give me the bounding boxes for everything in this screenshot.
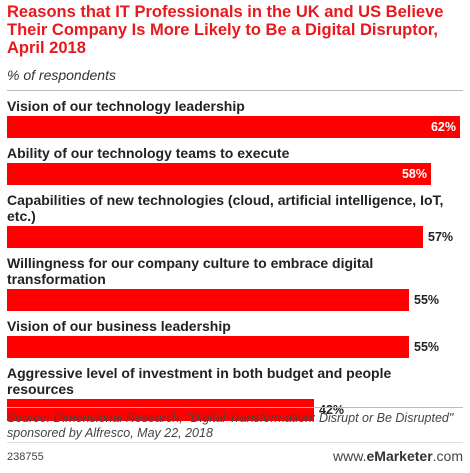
category-label: Capabilities of new technologies (cloud,… (7, 192, 444, 224)
chart-subtitle: % of respondents (7, 67, 116, 83)
bar (7, 336, 409, 358)
value-label: 57% (428, 230, 454, 244)
footer-divider (7, 442, 463, 443)
category-label: Ability of our technology teams to execu… (7, 145, 290, 161)
brand-name: eMarketer (366, 448, 433, 464)
brand-suffix: .com (432, 448, 463, 464)
value-label: 58% (401, 167, 427, 181)
brand-prefix: www. (333, 448, 367, 464)
bar: 58% (7, 163, 431, 185)
bottom-divider (7, 407, 463, 408)
chart-title: Reasons that IT Professionals in the UK … (7, 3, 444, 57)
category-label: Aggressive level of investment in both b… (7, 365, 392, 397)
source-note: Source: Dimensional Research, "Digital T… (7, 411, 454, 440)
value-label: 62% (430, 120, 456, 134)
bar (7, 399, 314, 421)
value-label: 55% (414, 340, 440, 354)
chart-id: 238755 (7, 451, 44, 463)
value-label: 42% (319, 403, 345, 417)
category-label: Willingness for our company culture to e… (7, 255, 374, 287)
category-label: Vision of our business leadership (7, 318, 231, 334)
top-divider (7, 90, 463, 91)
value-label: 55% (414, 293, 440, 307)
brand-link[interactable]: www.eMarketer.com (333, 448, 463, 464)
bar: 62% (7, 116, 460, 138)
bar (7, 289, 409, 311)
bar (7, 226, 423, 248)
category-label: Vision of our technology leadership (7, 98, 245, 114)
bar-chart: Vision of our technology leadership 62% Ab… (0, 92, 470, 421)
